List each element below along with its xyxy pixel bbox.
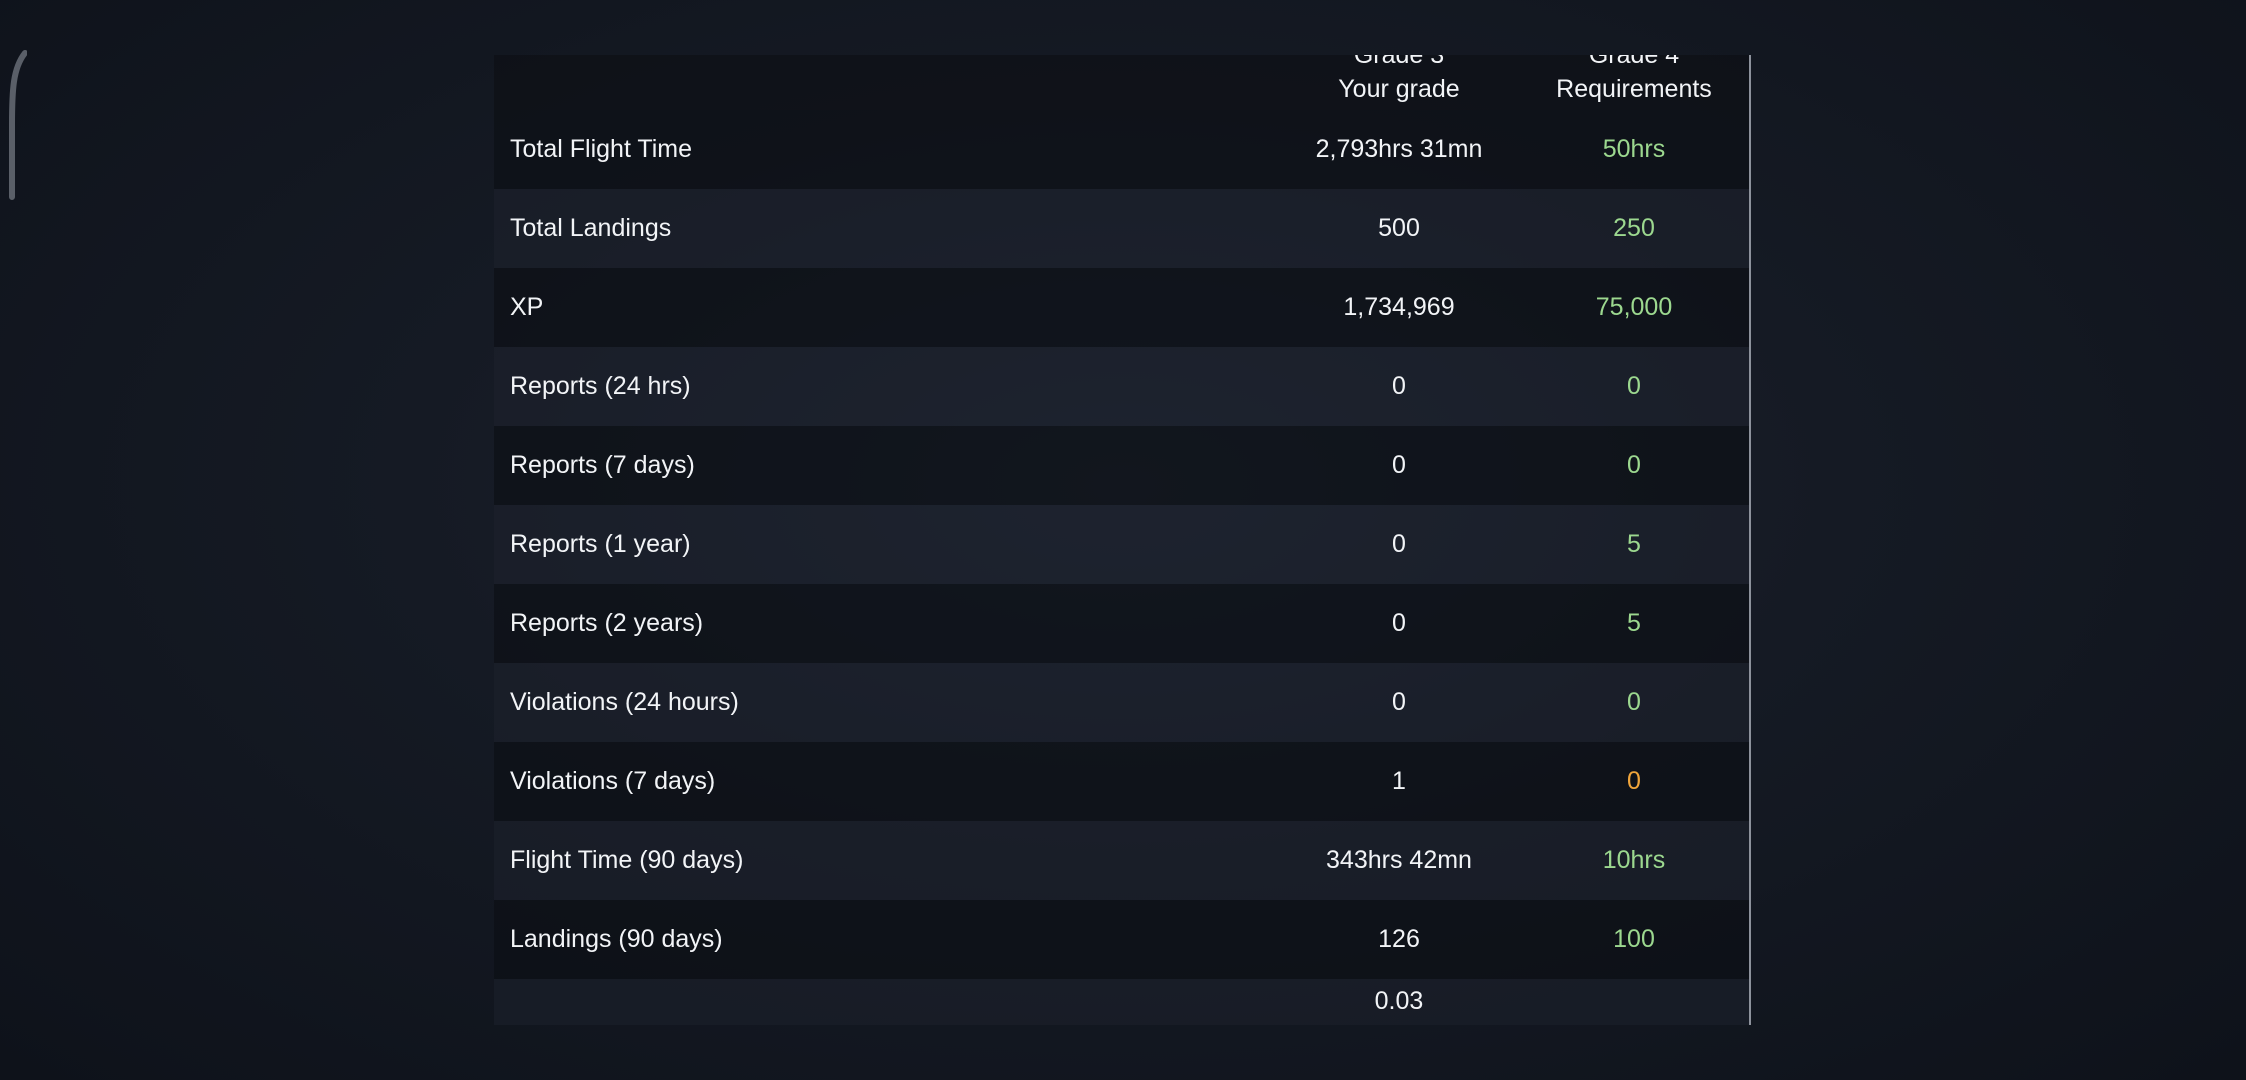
scrollbar-track[interactable] <box>1749 55 1751 1025</box>
your-value: 0 <box>1392 372 1406 400</box>
requirement-value: 0 <box>1627 688 1641 716</box>
table-row: Reports (1 year) 0 5 <box>494 505 1750 584</box>
requirement-value: 5 <box>1627 609 1641 637</box>
row-label: Reports (24 hrs) <box>510 372 691 400</box>
your-value: 1,734,969 <box>1343 293 1455 321</box>
your-value: 0 <box>1392 451 1406 479</box>
your-value: 0.03 <box>1374 987 1424 1015</box>
your-value: 126 <box>1378 925 1420 953</box>
grade-requirements-table: Grade 3 Your grade Grade 4 Requirements … <box>494 55 1750 1025</box>
table-row: Landings (90 days) 126 100 <box>494 900 1750 979</box>
table-row: XP 1,734,969 75,000 <box>494 268 1750 347</box>
row-label: Total Flight Time <box>510 135 693 163</box>
your-grade-column-header: Grade 3 Your grade <box>1202 55 1596 110</box>
your-value: 500 <box>1378 214 1420 242</box>
table-row: Total Landings 500 250 <box>494 189 1750 268</box>
row-label: Violations (24 hours) <box>510 688 739 716</box>
your-grade-title: Grade 3 <box>1353 55 1445 69</box>
requirement-value: 250 <box>1613 214 1655 242</box>
table-row: Violations (7 days) 1 0 <box>494 742 1750 821</box>
requirements-column-header: Grade 4 Requirements <box>1437 55 1750 110</box>
table-header: Grade 3 Your grade Grade 4 Requirements <box>494 55 1750 110</box>
row-label: Reports (1 year) <box>510 530 691 558</box>
table-row: Total Flight Time 2,793hrs 31mn 50hrs <box>494 110 1750 189</box>
table-body: Total Flight Time 2,793hrs 31mn 50hrs Total… <box>494 110 1750 1025</box>
next-grade-title: Grade 4 <box>1588 55 1680 69</box>
row-label: Reports (7 days) <box>510 451 695 479</box>
row-label: Landings (90 days) <box>510 925 723 953</box>
your-value: 343hrs 42mn <box>1326 846 1472 874</box>
requirement-value: 100 <box>1613 925 1655 953</box>
table-row: Violations (24 hours) 0 0 <box>494 663 1750 742</box>
back-handle-icon[interactable] <box>5 50 27 200</box>
requirement-value: 0 <box>1627 767 1641 795</box>
requirements-subtitle: Requirements <box>1556 75 1712 103</box>
requirement-value: 75,000 <box>1595 293 1673 321</box>
your-value: 0 <box>1392 609 1406 637</box>
requirement-value: 5 <box>1627 530 1641 558</box>
requirement-value: 10hrs <box>1602 846 1666 874</box>
your-value: 0 <box>1392 688 1406 716</box>
row-label: Flight Time (90 days) <box>510 846 744 874</box>
table-row: Reports (2 years) 0 5 <box>494 584 1750 663</box>
your-value: 0 <box>1392 530 1406 558</box>
your-value: 1 <box>1392 767 1406 795</box>
your-value: 2,793hrs 31mn <box>1315 135 1483 163</box>
requirement-value: 50hrs <box>1602 135 1666 163</box>
row-label: XP <box>510 293 544 321</box>
requirement-value: 0 <box>1627 451 1641 479</box>
requirement-value: 0 <box>1627 372 1641 400</box>
table-row: Flight Time (90 days) 343hrs 42mn 10hrs <box>494 821 1750 900</box>
your-grade-subtitle: Your grade <box>1338 75 1460 103</box>
row-label: Reports (2 years) <box>510 609 704 637</box>
row-label: Violations (7 days) <box>510 767 716 795</box>
table-row: Reports (24 hrs) 0 0 <box>494 347 1750 426</box>
table-row: Reports (7 days) 0 0 <box>494 426 1750 505</box>
table-row: Violations/Landing (12 Months)0.030.25 <box>494 979 1750 1025</box>
row-label: Total Landings <box>510 214 672 242</box>
